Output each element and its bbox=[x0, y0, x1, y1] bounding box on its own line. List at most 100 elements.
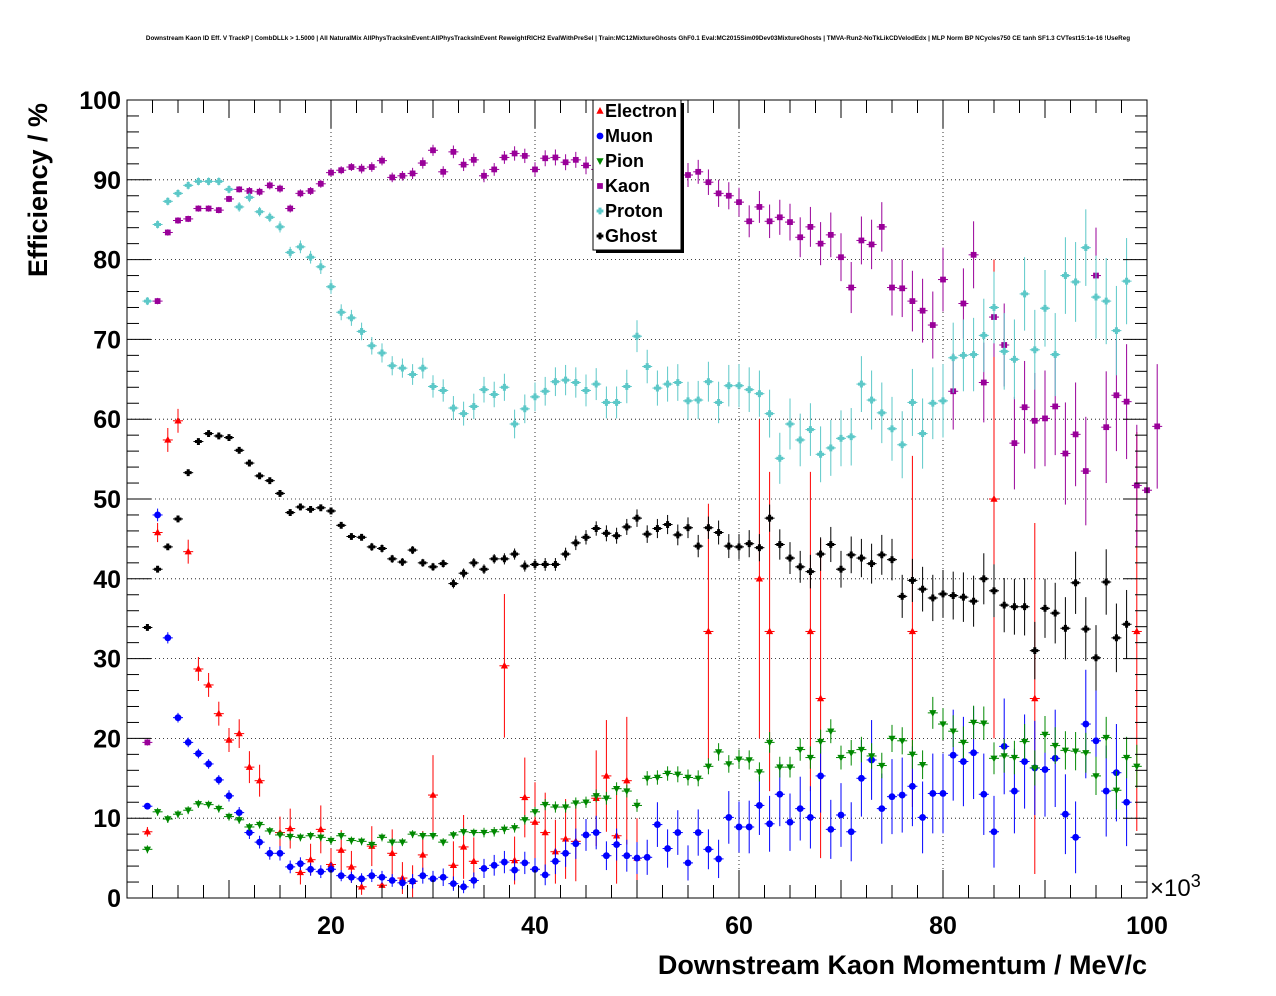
muon-point bbox=[653, 821, 661, 829]
proton-point bbox=[307, 253, 315, 261]
electron-point bbox=[256, 776, 264, 784]
kaon-point bbox=[297, 190, 304, 197]
proton-point bbox=[959, 351, 967, 359]
pion-point bbox=[827, 728, 835, 736]
muon-point bbox=[449, 880, 457, 888]
ghost-point bbox=[878, 551, 886, 559]
muon-point bbox=[796, 805, 804, 813]
pion-point bbox=[358, 838, 366, 846]
kaon-point bbox=[838, 254, 844, 261]
proton-point bbox=[1123, 277, 1131, 285]
kaon-point bbox=[787, 219, 793, 225]
pion-point bbox=[990, 755, 998, 763]
kaon-point bbox=[195, 205, 202, 212]
muon-point bbox=[184, 738, 192, 746]
ghost-point bbox=[1031, 647, 1039, 655]
ghost-point bbox=[1123, 620, 1131, 628]
pion-point bbox=[480, 829, 488, 837]
pion-point bbox=[429, 833, 437, 840]
kaon-point bbox=[797, 234, 804, 241]
kaon-point bbox=[940, 276, 946, 283]
pion-point bbox=[409, 831, 417, 839]
ghost-point bbox=[990, 587, 998, 595]
pion-point bbox=[184, 807, 192, 815]
electron-point bbox=[143, 827, 151, 835]
muon-point bbox=[154, 511, 162, 519]
kaon-point bbox=[1113, 392, 1120, 399]
muon-point bbox=[368, 872, 376, 880]
muon-point bbox=[898, 791, 906, 799]
muon-point bbox=[1082, 720, 1090, 728]
electron-point bbox=[562, 834, 570, 842]
muon-point bbox=[980, 790, 988, 798]
pion-point bbox=[857, 746, 865, 754]
ghost-point bbox=[143, 624, 151, 631]
proton-point bbox=[327, 283, 335, 291]
ghost-point bbox=[613, 532, 621, 540]
kaon-point bbox=[756, 204, 763, 210]
proton-point bbox=[256, 208, 264, 216]
ghost-point bbox=[1021, 603, 1029, 611]
pion-point bbox=[551, 804, 559, 811]
pion-point bbox=[582, 799, 590, 807]
ghost-point bbox=[664, 521, 672, 528]
proton-point bbox=[919, 430, 927, 437]
pion-point bbox=[388, 839, 396, 847]
proton-point bbox=[643, 363, 651, 370]
electron-point bbox=[806, 627, 814, 635]
data-points bbox=[142, 144, 1163, 898]
proton-point bbox=[205, 177, 213, 185]
proton-point bbox=[613, 399, 621, 406]
proton-point bbox=[704, 378, 712, 386]
proton-point bbox=[541, 387, 549, 395]
kaon-point bbox=[532, 166, 538, 173]
ghost-point bbox=[286, 509, 294, 516]
muon-point bbox=[327, 865, 335, 873]
proton-point bbox=[317, 263, 325, 271]
ghost-point bbox=[368, 543, 376, 551]
ghost-point bbox=[449, 580, 457, 588]
pion-point bbox=[1082, 750, 1090, 757]
pion-point bbox=[664, 770, 672, 778]
proton-point bbox=[980, 331, 988, 339]
kaon-point bbox=[980, 379, 987, 386]
pion-point bbox=[633, 802, 641, 810]
ghost-point bbox=[460, 569, 468, 577]
pion-point bbox=[1102, 734, 1110, 742]
electron-point bbox=[296, 868, 304, 876]
muon-point bbox=[837, 811, 845, 819]
pion-point bbox=[1010, 754, 1018, 762]
ghost-point bbox=[623, 523, 631, 531]
ghost-point bbox=[888, 556, 896, 564]
axes: 0 10 20 30 40 50 60 70 80 90 100 20 40 60 80 100 bbox=[79, 87, 1168, 940]
ghost-point bbox=[307, 505, 315, 513]
muon-point bbox=[409, 877, 417, 885]
proton-point bbox=[776, 454, 784, 462]
pion-point bbox=[776, 764, 784, 772]
kaon-point bbox=[154, 298, 161, 304]
ghost-point bbox=[1102, 578, 1110, 586]
electron-point bbox=[1031, 694, 1039, 702]
pion-point bbox=[674, 771, 682, 779]
pion-point bbox=[643, 775, 651, 783]
ghost-point bbox=[215, 432, 223, 440]
ghost-point bbox=[817, 550, 825, 558]
ghost-point bbox=[755, 544, 763, 552]
kaon-point bbox=[1042, 415, 1048, 422]
proton-point bbox=[490, 391, 498, 398]
muon-point bbox=[674, 829, 682, 836]
pion-point bbox=[500, 826, 508, 834]
kaon-point bbox=[889, 284, 895, 291]
pion-point bbox=[245, 824, 253, 831]
pion-point bbox=[276, 832, 284, 839]
muon-point bbox=[633, 854, 641, 862]
proton-point bbox=[1082, 244, 1090, 252]
muon-point bbox=[1102, 787, 1110, 795]
kaon-point bbox=[419, 160, 426, 166]
ghost-point bbox=[388, 555, 396, 563]
kaon-point bbox=[1154, 423, 1161, 430]
muon-point bbox=[388, 877, 396, 884]
proton-point bbox=[184, 181, 192, 189]
proton-point bbox=[827, 444, 835, 452]
pion-point bbox=[215, 805, 223, 813]
